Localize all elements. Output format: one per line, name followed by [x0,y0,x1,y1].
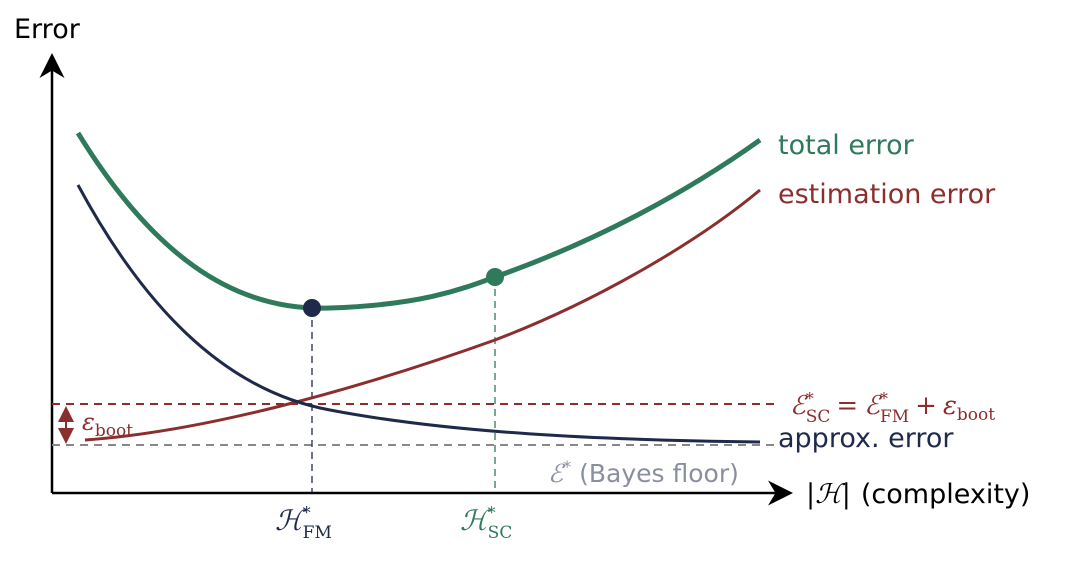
marker-part: SC [488,523,513,543]
sc-point [486,268,504,286]
bayes-part: (Bayes floor) [579,459,739,488]
eq-part: * [806,389,814,408]
eq-part: SC [806,407,831,427]
eq-part: ℰ [864,391,882,421]
total-curve [75,131,762,311]
bayes-part: * [563,457,571,476]
eq-part: ε [943,391,957,421]
eq-part: boot [957,405,995,425]
marker-part: * [488,503,496,522]
eq-part: + [915,391,937,421]
eq-part: FM [880,407,909,427]
marker-part: FM [303,523,332,543]
equation: ℰ* SC = ℰ* FM + εboot [790,389,995,427]
eq-part: ℰ [790,391,808,421]
marker-part: ℋ [275,504,307,537]
x-symbol: |ℋ| [806,479,851,510]
y-label: Error [14,14,81,45]
marker-label: ℋ* SC [460,503,512,543]
curve-label: estimation error [778,179,996,210]
bayes-label: ℰ* (Bayes floor) [548,457,739,488]
eq-part: * [880,389,888,408]
x-label: |ℋ| (complexity) [806,479,1030,510]
fm-point [303,299,321,317]
curve-label: approx. error [778,423,954,454]
estimation-curve [84,188,761,442]
eq-part: = [836,391,858,421]
eps-part: ε [82,408,95,436]
marker-label: ℋ* FM [275,503,332,543]
x-text: (complexity) [861,479,1031,510]
marker-part: * [303,503,311,522]
approx-curve [76,184,761,444]
eps-part: boot [95,421,133,441]
curve-label: total error [778,130,915,161]
bayes-part: ℰ [548,459,566,488]
marker-part: ℋ [460,504,492,537]
eps-label: εboot [82,408,133,441]
